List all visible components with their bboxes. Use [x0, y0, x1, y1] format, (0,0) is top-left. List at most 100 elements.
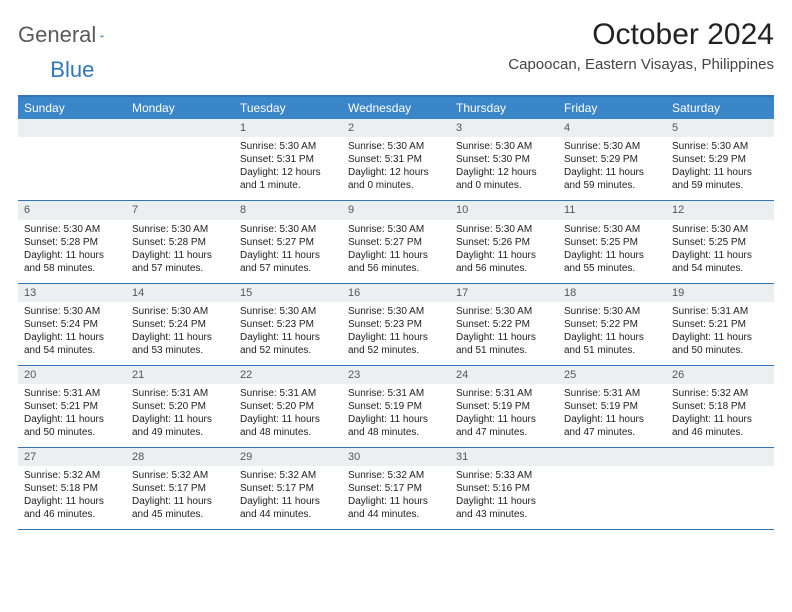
sunrise-text: Sunrise: 5:30 AM [348, 140, 444, 153]
day-cell: 21Sunrise: 5:31 AMSunset: 5:20 PMDayligh… [126, 366, 234, 447]
sunrise-text: Sunrise: 5:31 AM [672, 305, 768, 318]
daylight-text: Daylight: 11 hours and 54 minutes. [672, 249, 768, 275]
day-number: 7 [126, 201, 234, 219]
day-body: Sunrise: 5:30 AMSunset: 5:29 PMDaylight:… [558, 137, 666, 200]
daylight-text: Daylight: 11 hours and 44 minutes. [348, 495, 444, 521]
sunset-text: Sunset: 5:23 PM [240, 318, 336, 331]
sunset-text: Sunset: 5:24 PM [24, 318, 120, 331]
week-row: 27Sunrise: 5:32 AMSunset: 5:18 PMDayligh… [18, 448, 774, 530]
sunrise-text: Sunrise: 5:30 AM [348, 305, 444, 318]
day-cell: . [558, 448, 666, 529]
day-number: . [18, 119, 126, 137]
day-body: Sunrise: 5:32 AMSunset: 5:18 PMDaylight:… [666, 384, 774, 447]
daylight-text: Daylight: 11 hours and 53 minutes. [132, 331, 228, 357]
daylight-text: Daylight: 11 hours and 52 minutes. [240, 331, 336, 357]
sunset-text: Sunset: 5:26 PM [456, 236, 552, 249]
day-cell: 12Sunrise: 5:30 AMSunset: 5:25 PMDayligh… [666, 201, 774, 282]
sunset-text: Sunset: 5:27 PM [348, 236, 444, 249]
sunrise-text: Sunrise: 5:30 AM [456, 223, 552, 236]
sunset-text: Sunset: 5:17 PM [132, 482, 228, 495]
sunrise-text: Sunrise: 5:31 AM [564, 387, 660, 400]
daylight-text: Daylight: 11 hours and 51 minutes. [456, 331, 552, 357]
day-number: . [558, 448, 666, 466]
sunrise-text: Sunrise: 5:30 AM [240, 223, 336, 236]
day-body [666, 466, 774, 526]
day-cell: 28Sunrise: 5:32 AMSunset: 5:17 PMDayligh… [126, 448, 234, 529]
daylight-text: Daylight: 11 hours and 47 minutes. [456, 413, 552, 439]
day-cell: 3Sunrise: 5:30 AMSunset: 5:30 PMDaylight… [450, 119, 558, 200]
day-body: Sunrise: 5:30 AMSunset: 5:22 PMDaylight:… [558, 302, 666, 365]
day-number: 8 [234, 201, 342, 219]
day-number: 26 [666, 366, 774, 384]
sunset-text: Sunset: 5:24 PM [132, 318, 228, 331]
sunrise-text: Sunrise: 5:30 AM [240, 140, 336, 153]
day-number: 4 [558, 119, 666, 137]
sunrise-text: Sunrise: 5:32 AM [132, 469, 228, 482]
sunset-text: Sunset: 5:19 PM [456, 400, 552, 413]
sunset-text: Sunset: 5:20 PM [132, 400, 228, 413]
daylight-text: Daylight: 11 hours and 49 minutes. [132, 413, 228, 439]
sunrise-text: Sunrise: 5:30 AM [564, 305, 660, 318]
daylight-text: Daylight: 11 hours and 59 minutes. [564, 166, 660, 192]
sunrise-text: Sunrise: 5:31 AM [456, 387, 552, 400]
sunset-text: Sunset: 5:21 PM [24, 400, 120, 413]
daylight-text: Daylight: 11 hours and 46 minutes. [672, 413, 768, 439]
day-body: Sunrise: 5:30 AMSunset: 5:31 PMDaylight:… [342, 137, 450, 200]
brand-mark-icon [100, 29, 103, 43]
day-number: 18 [558, 284, 666, 302]
day-body: Sunrise: 5:30 AMSunset: 5:23 PMDaylight:… [342, 302, 450, 365]
sunrise-text: Sunrise: 5:32 AM [672, 387, 768, 400]
sunrise-text: Sunrise: 5:30 AM [672, 223, 768, 236]
day-cell: 14Sunrise: 5:30 AMSunset: 5:24 PMDayligh… [126, 284, 234, 365]
sunrise-text: Sunrise: 5:30 AM [456, 140, 552, 153]
sunset-text: Sunset: 5:19 PM [564, 400, 660, 413]
day-body: Sunrise: 5:31 AMSunset: 5:19 PMDaylight:… [342, 384, 450, 447]
location-label: Capoocan, Eastern Visayas, Philippines [508, 56, 774, 73]
sunset-text: Sunset: 5:17 PM [240, 482, 336, 495]
day-number: 5 [666, 119, 774, 137]
day-cell: 4Sunrise: 5:30 AMSunset: 5:29 PMDaylight… [558, 119, 666, 200]
sunrise-text: Sunrise: 5:30 AM [24, 223, 120, 236]
day-cell: 1Sunrise: 5:30 AMSunset: 5:31 PMDaylight… [234, 119, 342, 200]
month-title: October 2024 [508, 18, 774, 52]
daylight-text: Daylight: 11 hours and 50 minutes. [672, 331, 768, 357]
day-cell: . [18, 119, 126, 200]
sunrise-text: Sunrise: 5:31 AM [348, 387, 444, 400]
day-cell: . [666, 448, 774, 529]
sunset-text: Sunset: 5:22 PM [456, 318, 552, 331]
day-body: Sunrise: 5:30 AMSunset: 5:26 PMDaylight:… [450, 220, 558, 283]
week-row: 13Sunrise: 5:30 AMSunset: 5:24 PMDayligh… [18, 284, 774, 366]
day-cell: 23Sunrise: 5:31 AMSunset: 5:19 PMDayligh… [342, 366, 450, 447]
daylight-text: Daylight: 11 hours and 43 minutes. [456, 495, 552, 521]
day-number: 30 [342, 448, 450, 466]
day-cell: 16Sunrise: 5:30 AMSunset: 5:23 PMDayligh… [342, 284, 450, 365]
day-number: 12 [666, 201, 774, 219]
sunset-text: Sunset: 5:28 PM [132, 236, 228, 249]
day-number: 6 [18, 201, 126, 219]
sunrise-text: Sunrise: 5:31 AM [24, 387, 120, 400]
day-cell: 30Sunrise: 5:32 AMSunset: 5:17 PMDayligh… [342, 448, 450, 529]
day-cell: 11Sunrise: 5:30 AMSunset: 5:25 PMDayligh… [558, 201, 666, 282]
sunrise-text: Sunrise: 5:30 AM [240, 305, 336, 318]
day-cell: 17Sunrise: 5:30 AMSunset: 5:22 PMDayligh… [450, 284, 558, 365]
day-body: Sunrise: 5:30 AMSunset: 5:28 PMDaylight:… [126, 220, 234, 283]
daylight-text: Daylight: 12 hours and 0 minutes. [348, 166, 444, 192]
sunrise-text: Sunrise: 5:30 AM [24, 305, 120, 318]
day-cell: 8Sunrise: 5:30 AMSunset: 5:27 PMDaylight… [234, 201, 342, 282]
day-cell: 2Sunrise: 5:30 AMSunset: 5:31 PMDaylight… [342, 119, 450, 200]
day-cell: 29Sunrise: 5:32 AMSunset: 5:17 PMDayligh… [234, 448, 342, 529]
day-cell: 18Sunrise: 5:30 AMSunset: 5:22 PMDayligh… [558, 284, 666, 365]
sunset-text: Sunset: 5:25 PM [564, 236, 660, 249]
day-cell: 22Sunrise: 5:31 AMSunset: 5:20 PMDayligh… [234, 366, 342, 447]
daylight-text: Daylight: 12 hours and 1 minute. [240, 166, 336, 192]
day-body: Sunrise: 5:31 AMSunset: 5:20 PMDaylight:… [126, 384, 234, 447]
sunrise-text: Sunrise: 5:30 AM [456, 305, 552, 318]
day-number: 3 [450, 119, 558, 137]
day-number: 11 [558, 201, 666, 219]
day-body: Sunrise: 5:30 AMSunset: 5:25 PMDaylight:… [558, 220, 666, 283]
weekday-header: Wednesday [342, 97, 450, 119]
day-cell: 20Sunrise: 5:31 AMSunset: 5:21 PMDayligh… [18, 366, 126, 447]
sunset-text: Sunset: 5:20 PM [240, 400, 336, 413]
sunset-text: Sunset: 5:18 PM [672, 400, 768, 413]
day-cell: 31Sunrise: 5:33 AMSunset: 5:16 PMDayligh… [450, 448, 558, 529]
